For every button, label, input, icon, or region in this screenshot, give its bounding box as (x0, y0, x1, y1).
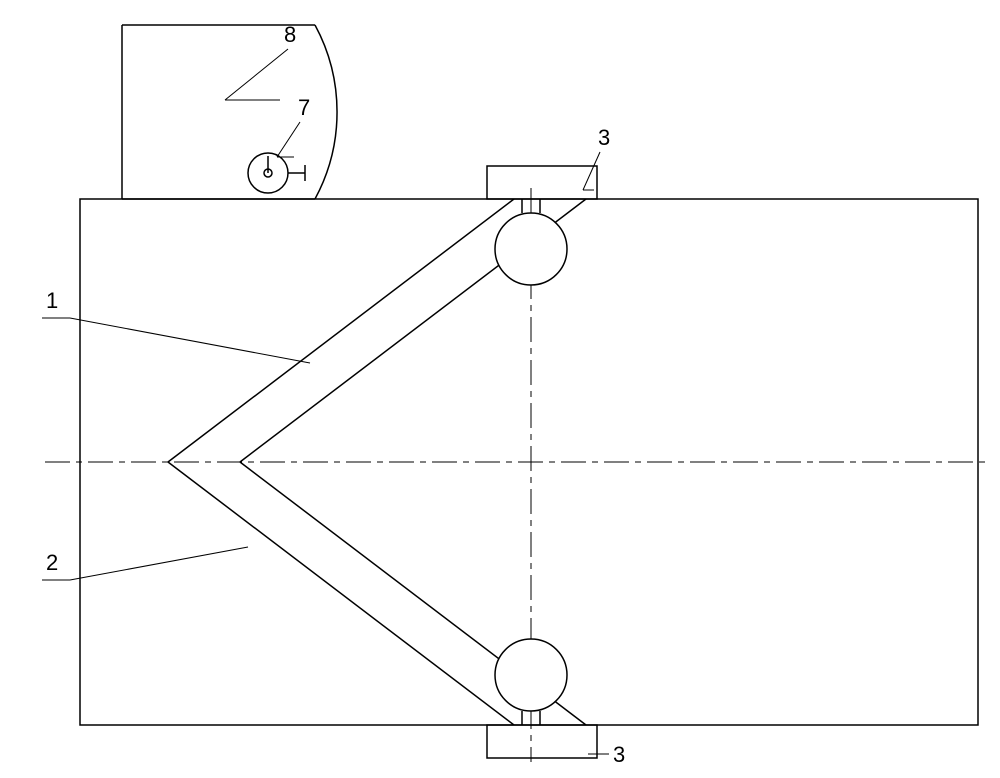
ball-top (495, 213, 567, 285)
gauge-arc (315, 25, 337, 199)
leader-line-l1 (70, 318, 310, 363)
v-groove-inner-top (168, 199, 514, 462)
label-l2: 2 (46, 550, 58, 575)
leader-line-l2 (70, 547, 248, 580)
v-groove-inner-bottom (168, 462, 514, 725)
label-l7: 7 (298, 95, 310, 120)
label-l8: 8 (284, 22, 296, 47)
diagram-canvas: 1 2 3 3 7 8 (0, 0, 1000, 778)
ball-bottom (495, 639, 567, 711)
leader-line-l8 (225, 49, 288, 100)
retainer-bottom (487, 725, 597, 758)
retainer-top (487, 166, 597, 199)
label-l3_top: 3 (598, 125, 610, 150)
leader-line-l7 (277, 122, 300, 157)
label-l3_bottom: 3 (613, 742, 625, 767)
label-l1: 1 (46, 288, 58, 313)
